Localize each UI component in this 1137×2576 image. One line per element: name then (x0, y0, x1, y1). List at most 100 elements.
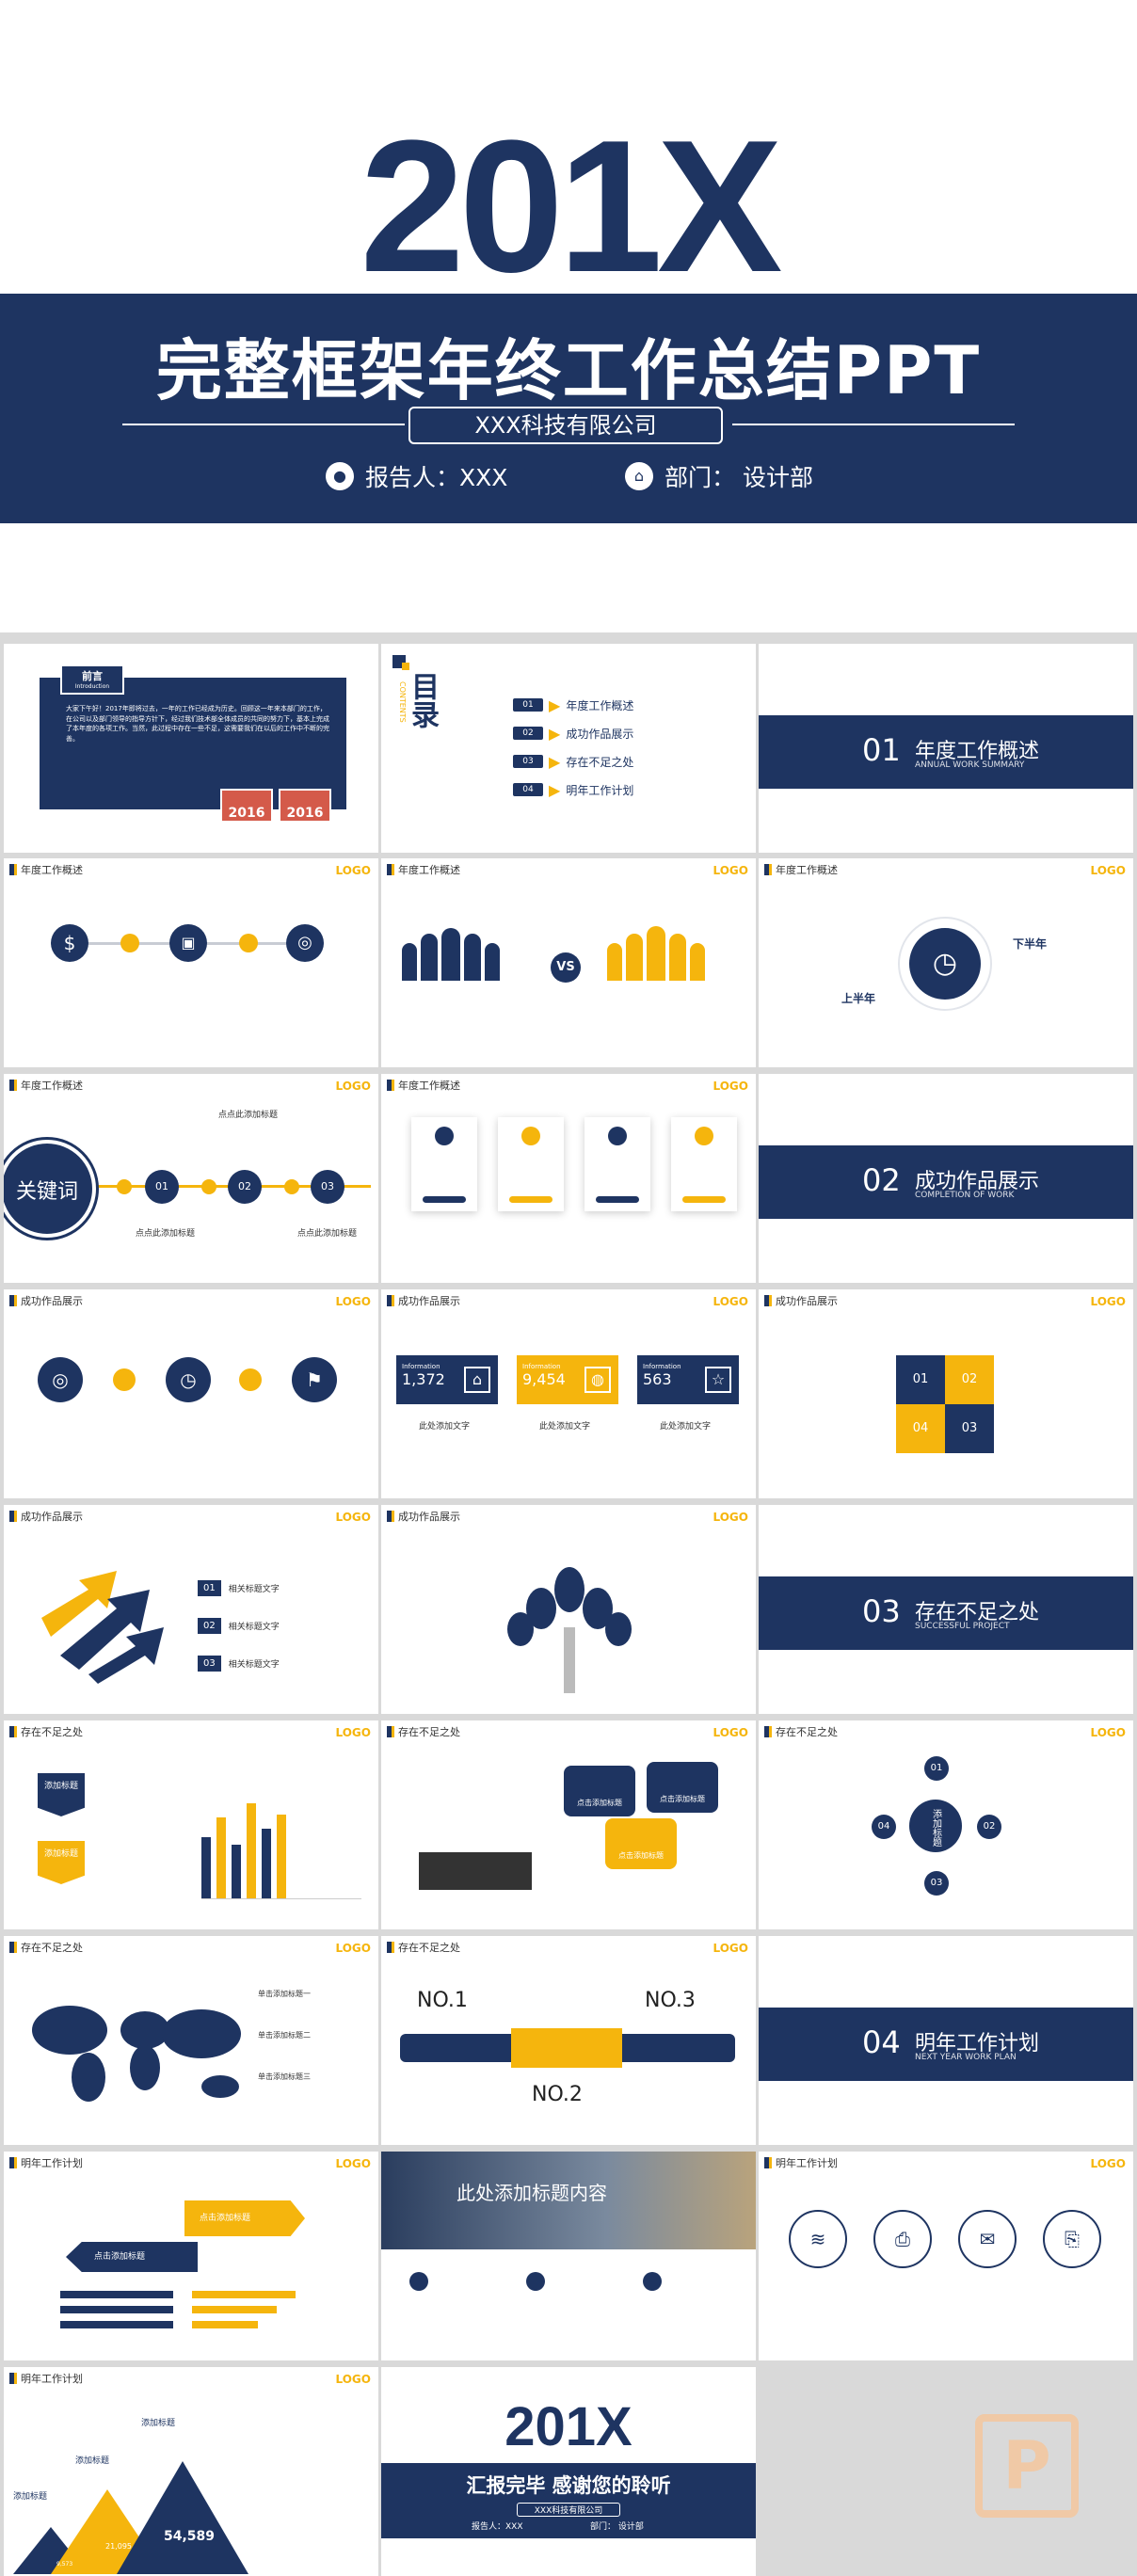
puzzle-piece-02: 02 (945, 1355, 994, 1404)
slide-preface: 前言 Introduction 大家下午好！2017年即将过去，一年的工作已经成… (4, 644, 378, 853)
tri-value: 21,095 (105, 2542, 132, 2551)
info-label: Information (402, 1363, 440, 1370)
label-badge-yellow: 添加标题 (38, 1841, 85, 1884)
logo: LOGO (713, 1726, 748, 1739)
header-title: 明年工作计划 (21, 2157, 83, 2169)
tri-label: 添加标题 (141, 2419, 176, 2428)
item-num: 03 (198, 1656, 221, 1672)
toc-label: 明年工作计划 (566, 783, 634, 797)
item-label: 相关标题文字 (228, 1623, 280, 1632)
slide-section-04: 04 明年工作计划 NEXT YEAR WORK PLAN (759, 1936, 1133, 2145)
slide-shortfall-rank: 存在不足之处 LOGO NO.1 NO.3 NO.2 (381, 1936, 756, 2145)
slide-annual-vs: 年度工作概述 LOGO VS (381, 858, 756, 1067)
info-label: Information (643, 1363, 681, 1370)
photo-2016-b: 2016 (279, 789, 331, 823)
toc-num: 01 (513, 698, 543, 712)
progress-bar (192, 2291, 296, 2298)
card (671, 1117, 737, 1211)
slide-header: 存在不足之处 LOGO (381, 1936, 756, 1957)
slide-header: 成功作品展示 LOGO (381, 1505, 756, 1526)
slide-header: 明年工作计划 LOGO (759, 2152, 1133, 2172)
header-title: 年度工作概述 (21, 864, 83, 876)
slide-annual-clock: 年度工作概述 LOGO ◷ 下半年 上半年 (759, 858, 1133, 1067)
item-label: 相关标题文字 (228, 1585, 280, 1594)
section-title: 明年工作计划 (915, 2032, 1040, 2056)
slide-header: 年度工作概述 LOGO (4, 858, 378, 879)
dollar-icon: $ (51, 924, 88, 962)
divider-left (122, 424, 405, 425)
progress-bar (192, 2321, 258, 2328)
header-title: 年度工作概述 (398, 864, 460, 876)
toc-label: 年度工作概述 (566, 698, 634, 712)
toc-num: 03 (513, 755, 543, 768)
card (411, 1117, 477, 1211)
dot (117, 1179, 132, 1194)
petal-04: 04 (872, 1815, 896, 1839)
slide-header: 成功作品展示 LOGO (759, 1289, 1133, 1310)
slide-shortfall-bars: 存在不足之处 LOGO 添加标题 添加标题 (4, 1720, 378, 1929)
keyword-circle: 关键词 (4, 1140, 96, 1238)
slide-plan-arrows: 明年工作计划 LOGO 点击添加标题 点击添加标题 (4, 2152, 378, 2360)
toc-item[interactable]: 02 ▶ 成功作品展示 (513, 719, 720, 747)
progress-bar (60, 2291, 173, 2298)
label-second-half: 下半年 (1013, 937, 1048, 951)
node-label-top: 点点此添加标题 (218, 1111, 279, 1120)
section-title: 存在不足之处 (915, 1601, 1040, 1624)
slide-works-tree: 成功作品展示 LOGO (381, 1505, 756, 1714)
arrow-icon: ▶ (549, 696, 561, 714)
closing-department: 部门： 设计部 (590, 2522, 644, 2532)
logo: LOGO (335, 1511, 371, 1524)
slide-works-process: 成功作品展示 LOGO ◎ ◷ ⚑ (4, 1289, 378, 1498)
section-subtitle: COMPLETION OF WORK (915, 1191, 1015, 1200)
closing-reporter: 报告人：XXX (472, 2522, 523, 2532)
reporter-label: 报告人：XXX (365, 464, 508, 491)
cover-department: ⌂ 部门： 设计部 (625, 459, 813, 493)
bulb-icon: ◎ (38, 1357, 83, 1402)
rank-no1: NO.1 (417, 1989, 468, 2012)
section-title: 成功作品展示 (915, 1170, 1040, 1193)
globe-icon: ◍ (585, 1367, 611, 1393)
arrow-icon: ▶ (549, 780, 561, 799)
bubble-1: 点击添加标题 (564, 1766, 635, 1816)
slide-section-01: 01 年度工作概述 ANNUAL WORK SUMMARY (759, 644, 1133, 853)
logo: LOGO (713, 1080, 748, 1093)
logo: LOGO (335, 1942, 371, 1955)
slide-section-03: 03 存在不足之处 SUCCESSFUL PROJECT (759, 1505, 1133, 1714)
photo-placeholder (419, 1852, 532, 1890)
bubble-text: 点击添加标题 (618, 1851, 664, 1860)
slide-header: 年度工作概述 LOGO (381, 858, 756, 879)
toc-label: 成功作品展示 (566, 727, 634, 741)
star-icon: ☆ (705, 1367, 731, 1393)
slide-works-arrows: 成功作品展示 LOGO 01 相关标题文字 02 相关标题文字 03 相关标题文字 (4, 1505, 378, 1714)
list-item: 02 相关标题文字 (198, 1618, 280, 1634)
home-icon: ⌂ (625, 462, 653, 490)
logo: LOGO (1090, 1726, 1126, 1739)
logo: LOGO (335, 864, 371, 877)
toc-item[interactable]: 04 ▶ 明年工作计划 (513, 776, 720, 804)
slide-header: 存在不足之处 LOGO (4, 1936, 378, 1957)
slide-keyword: 年度工作概述 LOGO 关键词 01 02 03 点点此添加标题 点点此添加标题 … (4, 1074, 378, 1283)
label-first-half: 上半年 (841, 992, 876, 1005)
toc-item[interactable]: 03 ▶ 存在不足之处 (513, 747, 720, 776)
toc-list: 01 ▶ 年度工作概述 02 ▶ 成功作品展示 03 ▶ 存在不足之处 04 ▶… (513, 691, 720, 804)
preface-tag: 前言 Introduction (60, 664, 124, 695)
section-number: 03 (862, 1593, 901, 1629)
device-icon: ▣ (169, 924, 207, 962)
cover-company: XXX科技有限公司 (408, 407, 723, 444)
slide-plan-triangles: 明年工作计划 LOGO 添加标题 添加标题 添加标题 54,589 21,095 … (4, 2367, 378, 2576)
logo: LOGO (713, 864, 748, 877)
item-num: 01 (198, 1580, 221, 1596)
clock-icon: ◷ (166, 1357, 211, 1402)
section-band: 04 明年工作计划 NEXT YEAR WORK PLAN (759, 2008, 1133, 2081)
bubble-2: 点击添加标题 (647, 1762, 718, 1813)
dot (284, 1179, 299, 1194)
watermark-cell: P (759, 2367, 1133, 2576)
bubble-text: 点击添加标题 (577, 1799, 622, 1807)
slide-header: 成功作品展示 LOGO (381, 1289, 756, 1310)
photo-2016-a: 2016 (220, 789, 273, 823)
toc-item[interactable]: 01 ▶ 年度工作概述 (513, 691, 720, 719)
slide-header: 年度工作概述 LOGO (381, 1074, 756, 1095)
info-card-3: Information 563 ☆ (637, 1355, 739, 1404)
inbox-icon: ⎘ (1043, 2210, 1101, 2268)
header-title: 存在不足之处 (398, 1942, 460, 1954)
